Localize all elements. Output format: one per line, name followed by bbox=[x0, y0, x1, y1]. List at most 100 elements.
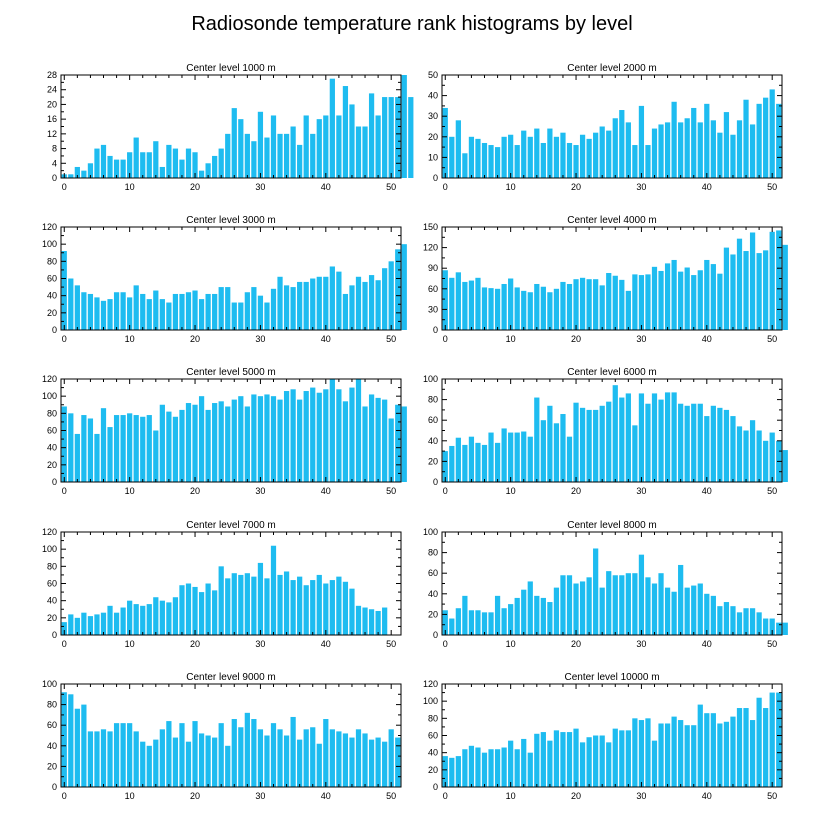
x-tick-label: 0 bbox=[443, 182, 448, 192]
bar bbox=[100, 300, 107, 330]
bar bbox=[749, 420, 756, 482]
bar bbox=[401, 406, 407, 482]
bar bbox=[283, 735, 290, 787]
bar bbox=[192, 152, 198, 178]
panel-10: Center level 10000 m 0 20 40 60 80 100 120 0 10 20… bbox=[423, 672, 783, 801]
bar bbox=[534, 595, 540, 635]
bar bbox=[290, 126, 296, 178]
y-tick-label: 20 bbox=[47, 308, 57, 318]
bar bbox=[198, 299, 205, 330]
bar bbox=[579, 581, 586, 635]
y-tick-label: 80 bbox=[47, 256, 57, 266]
x-tick-label: 40 bbox=[321, 791, 331, 801]
bar bbox=[159, 600, 165, 635]
bar bbox=[566, 436, 573, 482]
bar bbox=[113, 723, 120, 787]
bar bbox=[231, 719, 237, 787]
bar bbox=[645, 145, 651, 178]
bar bbox=[527, 752, 533, 787]
bar bbox=[225, 287, 231, 330]
bar bbox=[697, 270, 703, 330]
bar bbox=[599, 735, 605, 787]
bar bbox=[730, 416, 736, 482]
y-tick-label: 20 bbox=[47, 460, 57, 470]
bar bbox=[664, 587, 671, 635]
bar bbox=[159, 729, 165, 787]
bar bbox=[612, 728, 618, 787]
bar bbox=[94, 297, 100, 330]
bar bbox=[179, 409, 185, 482]
bar bbox=[127, 600, 133, 635]
y-tick-label: 90 bbox=[428, 263, 438, 273]
y-tick-label: 0 bbox=[52, 630, 57, 640]
x-tick-label: 20 bbox=[190, 486, 200, 496]
bar bbox=[586, 138, 592, 178]
bar bbox=[316, 574, 322, 635]
bar bbox=[736, 426, 743, 482]
bar bbox=[514, 432, 520, 482]
x-tick-label: 40 bbox=[702, 334, 712, 344]
bar bbox=[74, 285, 80, 330]
y-tick-label: 60 bbox=[47, 426, 57, 436]
bar bbox=[664, 392, 671, 482]
bar bbox=[494, 288, 501, 330]
bar bbox=[573, 402, 579, 482]
bar bbox=[455, 272, 461, 330]
bar bbox=[172, 416, 179, 482]
y-tick-label: 40 bbox=[47, 741, 57, 751]
bar bbox=[133, 137, 139, 178]
bar bbox=[185, 583, 192, 635]
bar bbox=[606, 401, 612, 482]
bar bbox=[573, 145, 579, 178]
bar bbox=[514, 287, 520, 330]
bar bbox=[277, 399, 283, 482]
y-tick-label: 40 bbox=[428, 748, 438, 758]
bar bbox=[514, 749, 520, 787]
bar bbox=[94, 148, 100, 178]
y-tick-label: 40 bbox=[47, 596, 57, 606]
bar bbox=[717, 606, 723, 635]
bar bbox=[257, 396, 264, 482]
bar bbox=[166, 302, 172, 330]
bar bbox=[270, 288, 277, 330]
bar bbox=[749, 720, 756, 787]
panel-3: Center level 3000 m 0 20 40 60 80 100 120 0 10 20 3… bbox=[42, 215, 407, 344]
bar bbox=[368, 609, 375, 635]
bar bbox=[61, 251, 67, 330]
bar bbox=[462, 444, 468, 482]
bar bbox=[146, 152, 152, 178]
bar bbox=[185, 741, 192, 787]
bar bbox=[566, 283, 573, 330]
bar bbox=[146, 415, 152, 482]
bar bbox=[133, 285, 139, 330]
panel-9: Center level 9000 m 0 20 40 60 80 100 0 10 20 30 40… bbox=[42, 672, 402, 801]
bar bbox=[238, 727, 244, 787]
bar bbox=[710, 120, 716, 178]
bar bbox=[514, 597, 520, 635]
bar bbox=[697, 403, 703, 482]
panel-title: Center level 10000 m bbox=[564, 672, 659, 683]
bar bbox=[736, 708, 743, 787]
y-tick-label: 16 bbox=[47, 114, 57, 124]
bar bbox=[658, 723, 664, 787]
x-tick-label: 10 bbox=[506, 486, 516, 496]
bar bbox=[192, 721, 198, 787]
y-tick-label: 80 bbox=[47, 561, 57, 571]
bar bbox=[375, 610, 381, 635]
bar bbox=[257, 295, 264, 330]
bar bbox=[691, 725, 697, 787]
bar bbox=[244, 292, 250, 330]
bar bbox=[534, 283, 540, 330]
x-tick-label: 30 bbox=[636, 486, 646, 496]
bar bbox=[153, 141, 159, 178]
bar bbox=[100, 408, 107, 482]
bar bbox=[146, 604, 152, 635]
panel-7: Center level 7000 m 0 20 40 60 80 100 120 0 10 20 3… bbox=[42, 520, 402, 649]
bar bbox=[534, 128, 540, 178]
bar bbox=[140, 741, 146, 787]
bar bbox=[140, 605, 146, 635]
bar bbox=[488, 612, 494, 635]
bar bbox=[579, 407, 586, 482]
bar bbox=[455, 608, 461, 635]
